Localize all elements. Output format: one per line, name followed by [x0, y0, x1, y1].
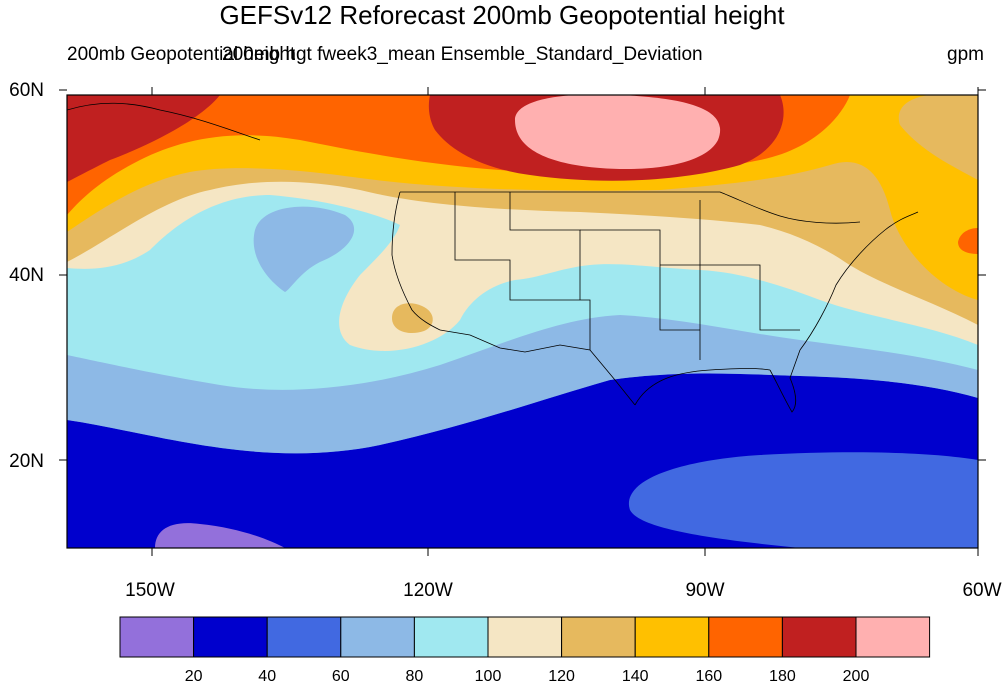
colorbar-label-100: 100 — [475, 668, 502, 684]
lon-label-60w: 60W — [962, 580, 1002, 601]
colorbar-swatch-8 — [708, 616, 783, 658]
colorbar-swatch-2 — [266, 616, 342, 658]
colorbar-swatch-5 — [487, 616, 563, 658]
left-subtitle: 200mb Geopotential height — [67, 44, 296, 65]
map-frame — [66, 94, 979, 549]
contour-fill-field — [67, 95, 978, 548]
map-title: GEFSv12 Reforecast 200mb Geopotential he… — [219, 0, 785, 30]
colorbar-label-40: 40 — [258, 668, 276, 684]
lat-label-40n: 40N — [9, 265, 44, 286]
lat-label-20n: 20N — [9, 451, 44, 472]
contour-120-140-socal — [392, 303, 433, 334]
lon-label-150w: 150W — [125, 580, 175, 601]
units-label: gpm — [947, 44, 984, 65]
colorbar-swatch-4 — [413, 616, 489, 658]
contour-120-140-east — [898, 95, 978, 180]
colorbar-label-160: 160 — [695, 668, 722, 684]
center-subtitle: 200mb hgt fweek3_mean Ensemble_Standard_… — [222, 44, 703, 65]
colorbar-label-20: 20 — [185, 668, 203, 684]
colorbar-swatch-3 — [340, 616, 415, 658]
canada-border — [400, 191, 861, 224]
state-line-2 — [509, 192, 581, 300]
colorbar-swatch-9 — [781, 616, 857, 658]
axis-ticks — [59, 87, 986, 556]
colorbar-label-180: 180 — [769, 668, 796, 684]
colorbar-label-60: 60 — [332, 668, 350, 684]
lon-label-120w: 120W — [403, 580, 453, 601]
contour-20-40 — [67, 373, 978, 548]
state-line-1 — [454, 192, 591, 350]
us-east-coast — [799, 211, 919, 351]
colorbar-label-80: 80 — [406, 668, 424, 684]
colorbar: 20 40 60 80 100 120 140 160 180 200 — [119, 616, 931, 684]
lat-label-60n: 60N — [9, 80, 44, 101]
florida — [769, 349, 801, 413]
colorbar-swatch-7 — [634, 616, 710, 658]
colorbar-label-200: 200 — [843, 668, 870, 684]
coastline-overlay — [67, 102, 919, 413]
colorbar-swatch-0 — [119, 616, 195, 658]
contour-below-20 — [155, 523, 285, 548]
us-southern-border — [439, 329, 636, 406]
colorbar-label-140: 140 — [622, 668, 649, 684]
contour-60-80-inner — [253, 206, 355, 292]
colorbar-swatch-6 — [561, 616, 636, 658]
state-line-4 — [660, 264, 800, 331]
colorbar-swatch-1 — [193, 616, 268, 658]
contour-180-200-west — [67, 95, 220, 182]
alaska-coast — [67, 102, 261, 141]
contour-above-200 — [515, 95, 720, 170]
colorbar-swatch-10 — [855, 616, 931, 658]
gulf-coast — [634, 368, 771, 406]
us-west-coast — [391, 191, 441, 331]
colorbar-label-120: 120 — [548, 668, 575, 684]
lon-label-90w: 90W — [685, 580, 725, 601]
state-line-3 — [580, 229, 700, 331]
contour-160-180-east — [958, 228, 978, 254]
